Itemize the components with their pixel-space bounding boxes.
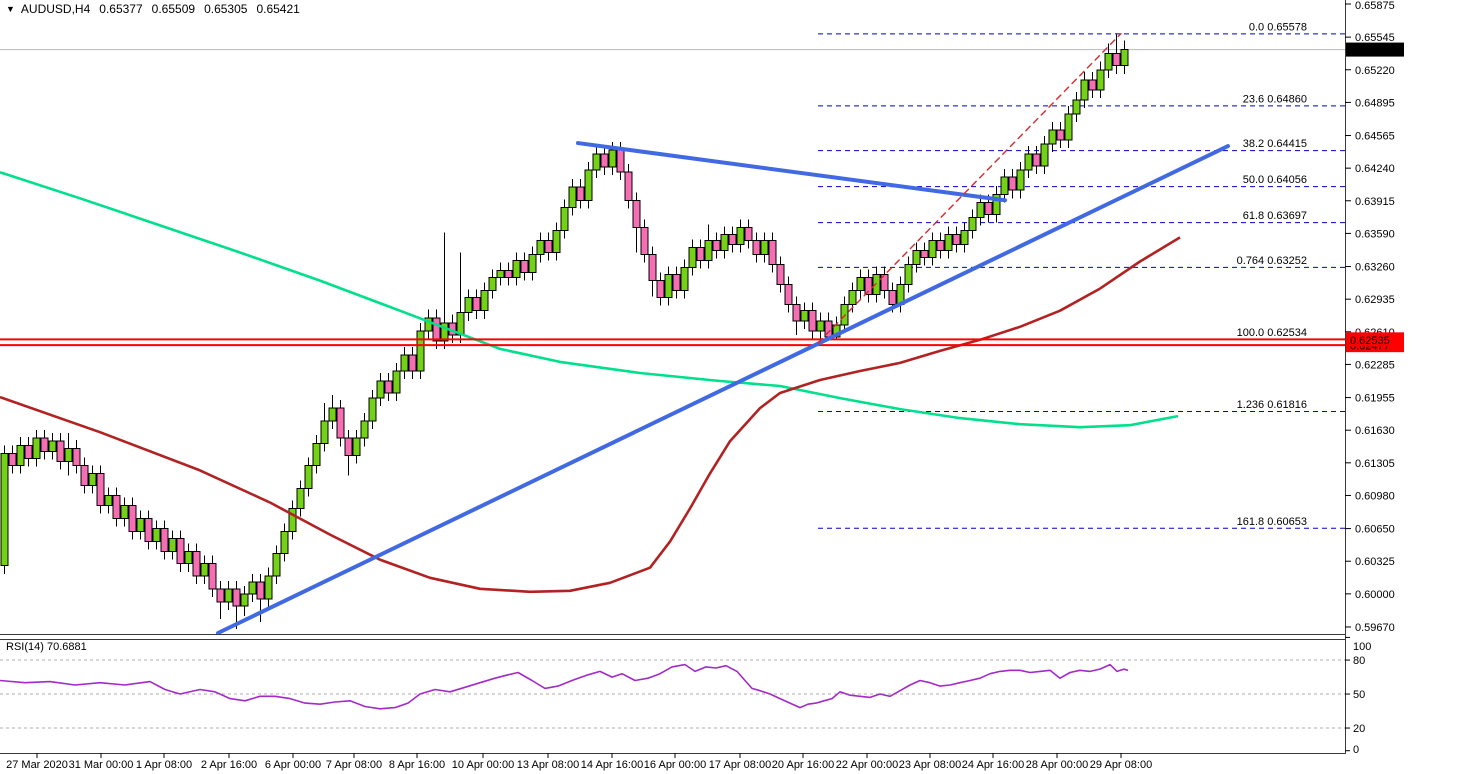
time-axis-label: 1 Apr 08:00: [136, 759, 192, 771]
rsi-pane[interactable]: 100 80 50 20 0: [0, 636, 1371, 756]
time-axis-label: 8 Apr 16:00: [389, 759, 445, 771]
price-axis-tick: 0.62935: [1355, 294, 1395, 306]
fib-level-label: 0.764 0.63252: [1237, 255, 1307, 267]
time-axis-label: 27 Mar 2020: [6, 759, 68, 771]
time-axis: 27 Mar 2020 31 Mar 00:00 1 Apr 08:00 2 Apr …: [6, 753, 1152, 771]
price-axis-tick: 0.64565: [1355, 131, 1395, 143]
chart-header: ▼ AUDUSD,H4 0.65377 0.65509 0.65305 0.65421: [6, 2, 300, 16]
time-axis-label: 23 Apr 08:00: [899, 759, 961, 771]
ohlc-high: 0.65509: [151, 2, 196, 16]
time-axis-label: 13 Apr 08:00: [517, 759, 579, 771]
horizontal-support-lines[interactable]: [0, 338, 1345, 347]
time-axis-label: 28 Apr 00:00: [1026, 759, 1088, 771]
fib-level-label: 61.8 0.63697: [1243, 210, 1307, 222]
rsi-line: [0, 663, 1129, 710]
fib-level-label: 23.6 0.64860: [1243, 93, 1307, 105]
price-axis-tick: 0.62285: [1355, 359, 1395, 371]
time-axis-label: 6 Apr 00:00: [265, 759, 321, 771]
time-axis-label: 2 Apr 16:00: [201, 759, 257, 771]
chart-dropdown-icon: ▼: [6, 4, 15, 14]
fib-level-label: 0.0 0.65578: [1249, 21, 1307, 33]
time-axis-label: 31 Mar 00:00: [69, 759, 134, 771]
price-tag: [1346, 42, 1404, 57]
price-axis-tick: 0.60325: [1355, 556, 1395, 568]
price-axis-tick: 0.65875: [1355, 0, 1395, 12]
time-axis-label: 7 Apr 08:00: [326, 759, 382, 771]
rsi-axis-tick: 100: [1353, 641, 1371, 653]
price-axis-tick: 0.61630: [1355, 425, 1395, 437]
price-axis-tick: 0.63915: [1355, 196, 1395, 208]
price-axis-tick: 0.61955: [1355, 393, 1395, 405]
ohlc-open: 0.65377: [99, 2, 143, 16]
fib-level-label: 100.0 0.62534: [1237, 327, 1307, 339]
price-axis-tick: 0.61305: [1355, 458, 1395, 470]
fib-level-label: 1.236 0.61816: [1237, 399, 1307, 411]
price-axis-tick: 0.63260: [1355, 262, 1395, 274]
time-axis-label: 20 Apr 16:00: [772, 759, 834, 771]
moving-averages: [0, 170, 1181, 594]
time-axis-label: 17 Apr 08:00: [709, 759, 771, 771]
rsi-indicator-label: RSI(14) 70.6881: [6, 641, 87, 653]
rsi-axis-tick: 0: [1353, 744, 1359, 756]
time-axis-label: 14 Apr 16:00: [581, 759, 643, 771]
price-axis-tick: 0.64240: [1355, 163, 1395, 175]
time-axis-label: 29 Apr 08:00: [1090, 759, 1152, 771]
rising-dashed-trendline[interactable]: [817, 32, 1122, 344]
fib-level-label: 161.8 0.60653: [1237, 516, 1307, 528]
price-axis-tick: 0.60980: [1355, 490, 1395, 502]
time-axis-label: 24 Apr 16:00: [962, 759, 1024, 771]
price-axis-tick: 0.65545: [1355, 32, 1395, 44]
candlestick-series[interactable]: [0, 33, 1129, 629]
price-axis: 0.65875 0.65545 0.65220 0.64895 0.64565 0.642…: [1345, 0, 1404, 634]
fib-level-label: 38.2 0.64415: [1243, 138, 1307, 150]
slow-moving-average: [0, 236, 1181, 594]
price-tag-value: 0.65421: [1350, 45, 1390, 57]
fibonacci-retracement[interactable]: 0.0 0.65578 23.6 0.64860 38.2 0.64415 50.0 …: [818, 21, 1345, 529]
ascending-trendline[interactable]: [216, 144, 1230, 636]
price-axis-tick: 0.59670: [1355, 622, 1395, 634]
ohlc-low: 0.65305: [204, 2, 248, 16]
time-axis-label: 22 Apr 00:00: [836, 759, 898, 771]
fib-level-label: 50.0 0.64056: [1243, 174, 1307, 186]
price-axis-tick: 0.65220: [1355, 65, 1395, 77]
time-axis-label: 16 Apr 00:00: [644, 759, 706, 771]
descending-trendline[interactable]: [576, 141, 1007, 203]
rsi-axis-tick: 80: [1353, 655, 1365, 667]
price-axis-tick: 0.64895: [1355, 97, 1395, 109]
chart-symbol-timeframe: AUDUSD,H4: [20, 2, 91, 16]
price-tag-value: 0.62535: [1350, 335, 1390, 347]
rsi-axis-tick: 20: [1353, 723, 1365, 735]
price-tag: [1346, 332, 1404, 347]
ohlc-close: 0.65421: [256, 2, 300, 16]
fast-moving-average: [0, 170, 1179, 429]
rsi-axis-tick: 50: [1353, 689, 1365, 701]
trendlines[interactable]: [216, 32, 1230, 636]
pane-borders: [0, 0, 1347, 755]
price-axis-tick: 0.60000: [1355, 589, 1395, 601]
price-axis-tick: 0.60650: [1355, 524, 1395, 536]
price-axis-tick: 0.63590: [1355, 228, 1395, 240]
time-axis-label: 10 Apr 00:00: [452, 759, 514, 771]
